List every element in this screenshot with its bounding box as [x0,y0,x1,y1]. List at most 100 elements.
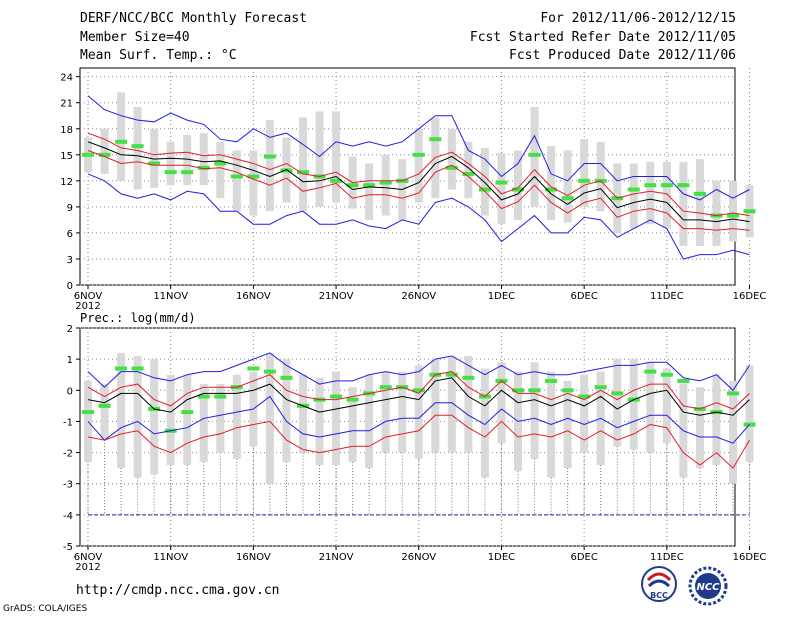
ensemble-box [695,159,704,246]
ensemble-box [414,128,423,203]
spread-lower-line [87,414,750,469]
ensemble-box [117,92,126,181]
x-tick-label: 21NOV [319,552,354,563]
median-marker [247,366,260,371]
ensemble-box [183,374,192,466]
x-tick-label: 21NOV [319,291,354,302]
y-tick-label: 2 [67,324,73,335]
median-marker [545,378,558,383]
ensemble-box [315,111,324,207]
median-marker [512,187,524,192]
median-marker [611,391,624,396]
temperature-panel-title: Mean Surf. Temp.: °C [80,48,237,63]
ensemble-box [547,146,556,220]
median-marker [263,369,276,374]
median-marker [346,397,359,402]
median-marker [280,375,293,380]
ensemble-box [629,163,638,229]
ensemble-box [480,147,489,216]
range-max-line [87,352,750,392]
median-marker [677,183,690,188]
median-marker [82,410,94,415]
ensemble-box [381,154,390,216]
x-tick-label: 1DEC [488,552,515,563]
ensemble-box [497,153,506,225]
range-min-line [87,395,750,444]
median-marker [379,385,392,390]
ensemble-box [580,139,589,207]
ensemble-box [398,371,407,453]
plot-frame [79,67,736,286]
median-marker [693,191,706,196]
median-marker [660,372,673,377]
x-tick-label: 11DEC [650,552,684,563]
ensemble-box [447,356,456,453]
ensemble-box [199,133,208,186]
median-marker [561,388,574,393]
median-marker [297,170,309,175]
ensemble-box [646,161,655,225]
ensemble-box [150,128,159,188]
x-tick-label: 16DEC [733,291,767,302]
ensemble-box [332,371,341,466]
ensemble-box [464,141,473,199]
median-marker [660,183,673,188]
ensemble-box [729,180,737,242]
y-tick-label: 9 [67,203,73,214]
ensemble-box [265,120,274,212]
median-marker [280,168,293,173]
median-marker [363,183,376,188]
median-marker [445,165,458,170]
y-tick-label: -4 [63,511,73,522]
ensemble-box [183,134,192,186]
ensemble-box [679,161,688,246]
x-tick-label: 1DEC [488,291,515,302]
median-marker [545,187,558,192]
ensemble-box [662,368,671,444]
grads-credit: GrADS: COLA/IGES [3,604,88,614]
member-size-label: Member Size=40 [80,30,190,45]
median-marker [98,152,111,157]
precipitation-panel-title: Prec.: log(mm/d) [80,311,196,325]
x-tick-label: 6DEC [570,552,597,563]
median-marker [346,183,359,188]
source-url[interactable]: http://cmdp.ncc.cma.gov.cn [76,583,280,598]
median-marker [82,152,94,157]
median-marker [727,213,739,218]
median-marker [412,388,425,393]
ensemble-box [563,380,572,469]
ensemble-box [232,374,241,459]
median-marker [627,187,640,192]
x-tick-label: 16NOV [236,291,271,302]
ensemble-box [530,362,539,459]
y-tick-label: 6 [67,229,73,240]
ensemble-box [199,384,208,462]
bcc-logo: BCC [640,566,678,606]
y-tick-label: 0 [67,281,73,292]
ensemble-box [414,365,423,459]
median-marker [181,170,194,175]
spread-upper-line [87,132,750,217]
median-marker [214,161,227,166]
x-tick-label: 11DEC [650,291,684,302]
ensemble-box [332,111,341,203]
y-tick-label: 3 [67,255,73,266]
ensemble-box [249,150,258,216]
y-tick-label: 15 [60,151,73,162]
y-tick-label: -2 [63,449,73,460]
median-marker [462,375,475,380]
median-marker [594,385,607,390]
median-marker [495,180,508,185]
ensemble-box [133,356,142,478]
median-marker [263,154,276,159]
x-tick-label: 11NOV [153,552,188,563]
ensemble-box [117,352,126,469]
median-marker [379,180,392,185]
ensemble-box [464,356,473,453]
chart-title: DERF/NCC/BCC Monthly Forecast [80,11,307,26]
ensemble-box [150,359,159,475]
median-marker [214,394,227,399]
ensemble-box [282,359,291,462]
median-marker [181,410,194,415]
ensemble-mean-line [87,377,750,416]
